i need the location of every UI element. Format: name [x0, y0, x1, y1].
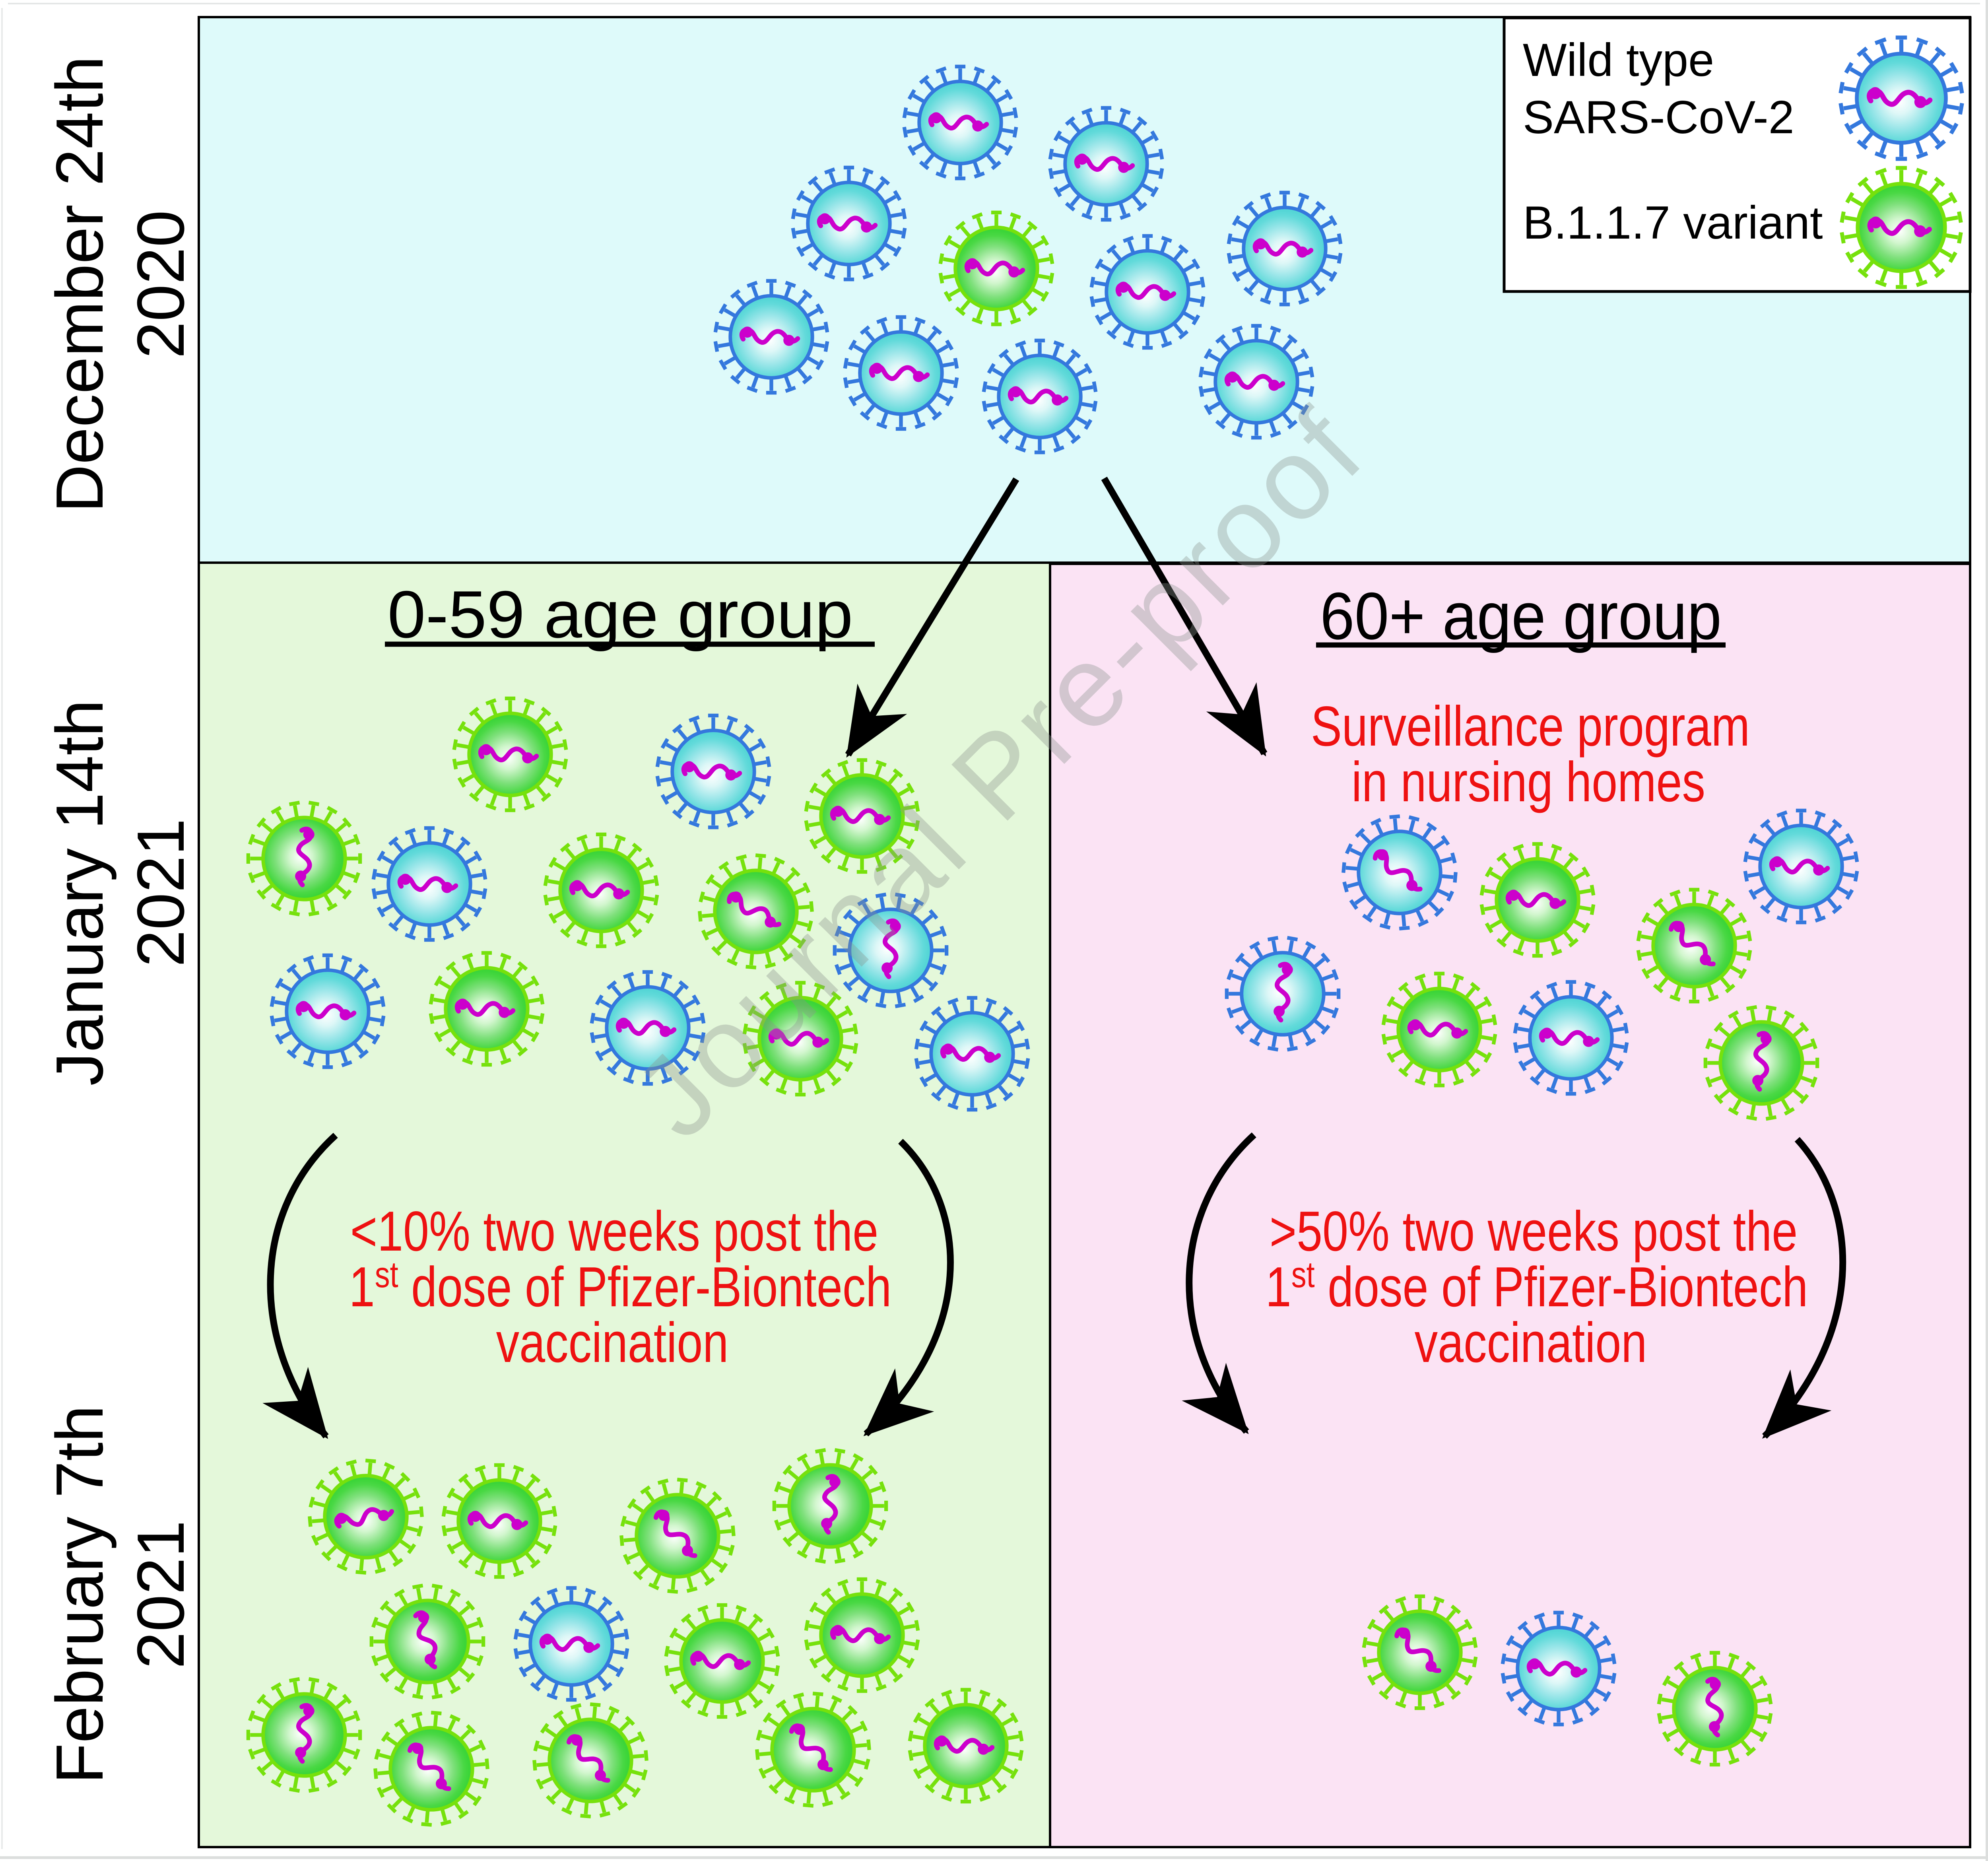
- svg-text:December 24th: December 24th: [42, 56, 117, 513]
- svg-text:vaccination: vaccination: [496, 1311, 729, 1374]
- svg-text:60+ age group: 60+ age group: [1320, 579, 1722, 653]
- svg-text:2021: 2021: [123, 1520, 198, 1669]
- svg-text:Wild type: Wild type: [1523, 34, 1714, 86]
- svg-text:0-59 age group: 0-59 age group: [388, 577, 853, 652]
- svg-text:SARS-CoV-2: SARS-CoV-2: [1523, 91, 1794, 143]
- svg-text:B.1.1.7 variant: B.1.1.7 variant: [1523, 196, 1823, 249]
- svg-text:1st dose of Pfizer-Biontech: 1st dose of Pfizer-Biontech: [1266, 1254, 1808, 1319]
- svg-text:January 14th: January 14th: [42, 699, 117, 1086]
- svg-text:>50% two weeks post the: >50% two weeks post the: [1270, 1199, 1798, 1263]
- svg-text:February 7th: February 7th: [42, 1405, 117, 1784]
- svg-text:Surveillance program: Surveillance program: [1311, 694, 1750, 758]
- svg-text:1st dose of Pfizer-Biontech: 1st dose of Pfizer-Biontech: [349, 1254, 892, 1319]
- svg-text:in nursing homes: in nursing homes: [1351, 750, 1705, 813]
- svg-text:2021: 2021: [123, 818, 198, 967]
- svg-text:<10% two weeks post the: <10% two weeks post the: [350, 1199, 878, 1263]
- svg-text:2020: 2020: [123, 210, 198, 359]
- svg-text:vaccination: vaccination: [1415, 1311, 1647, 1374]
